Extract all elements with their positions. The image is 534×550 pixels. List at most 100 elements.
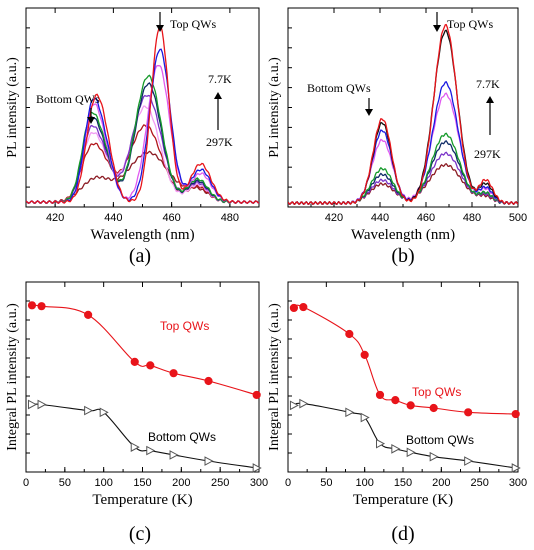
plot-frame xyxy=(25,281,260,473)
bottom-qws-label: Bottom QWs xyxy=(307,81,371,95)
y-axis-label: PL intensity (a.u.) xyxy=(267,57,282,158)
bottom-qws-arrow-head xyxy=(87,117,95,124)
data-point xyxy=(146,361,155,370)
plot-frame xyxy=(287,281,519,473)
data-point xyxy=(360,412,370,423)
panel-d: 0 50 100 150 200 250 300 Temperature (K) Integra… xyxy=(267,281,527,545)
temp-high-label: 7.7K xyxy=(208,72,232,86)
data-point xyxy=(391,444,401,454)
data-point xyxy=(146,445,156,456)
x-tick-label: 300 xyxy=(509,477,527,489)
y-axis-label: Integral PL intensity (a.u.) xyxy=(267,303,282,451)
x-tick-label: 460 xyxy=(162,212,180,224)
x-tick-label: 420 xyxy=(46,212,64,224)
data-point xyxy=(464,456,474,466)
spectrum-line xyxy=(26,25,259,204)
series-label-top: Top QWs xyxy=(412,385,461,399)
data-point xyxy=(406,447,416,458)
series-label-bottom: Bottom QWs xyxy=(148,430,216,444)
temp-high-label: 7.7K xyxy=(476,77,500,91)
x-tick-label: 480 xyxy=(463,212,481,224)
panel-caption: (c) xyxy=(129,523,151,545)
series-group xyxy=(26,25,259,204)
series-line xyxy=(31,403,257,469)
spectrum-line xyxy=(288,29,518,206)
panel-caption: (a) xyxy=(129,245,151,267)
x-axis-label: Temperature (K) xyxy=(353,492,453,508)
x-tick-label: 300 xyxy=(250,477,268,489)
data-point xyxy=(406,401,415,410)
data-point xyxy=(299,302,308,312)
x-tick-label: 460 xyxy=(417,212,435,224)
data-point xyxy=(391,396,400,405)
series-group xyxy=(288,23,518,206)
x-tick-label: 100 xyxy=(94,477,112,489)
data-point xyxy=(252,390,261,400)
x-axis-label: Wavelength (nm) xyxy=(351,227,455,243)
x-tick-label: 250 xyxy=(470,477,488,489)
data-point xyxy=(360,350,369,359)
series-label-bottom: Bottom QWs xyxy=(406,433,474,447)
x-tick-label: 200 xyxy=(172,477,190,489)
series-line xyxy=(31,304,257,396)
panel-b: 420 440 460 480 500 Wavelength (nm) PL intensi… xyxy=(267,7,527,267)
y-axis-label: PL intensity (a.u.) xyxy=(5,57,20,158)
data-point xyxy=(169,369,178,378)
x-tick-label: 480 xyxy=(221,212,239,224)
x-tick-label: 420 xyxy=(325,212,343,224)
data-point xyxy=(130,357,139,366)
data-point xyxy=(204,456,214,466)
plot-frame xyxy=(287,7,519,208)
spectrum-line xyxy=(288,23,518,206)
top-qws-label: Top QWs xyxy=(170,17,216,31)
x-tick-label: 150 xyxy=(394,477,412,489)
panel-c: 0 50 100 150 200 250 300 Temperature (K) Integra… xyxy=(5,281,268,545)
top-qws-label: Top QWs xyxy=(447,17,493,31)
data-point xyxy=(376,438,386,449)
data-point xyxy=(511,409,520,419)
x-tick-label: 500 xyxy=(509,212,527,224)
data-point xyxy=(130,442,140,452)
data-point xyxy=(429,403,438,413)
data-point xyxy=(84,405,94,416)
series-line xyxy=(293,304,516,415)
x-tick-label: 440 xyxy=(371,212,389,224)
data-point xyxy=(169,450,179,460)
data-point xyxy=(429,451,439,462)
panel-caption: (b) xyxy=(391,245,414,267)
x-tick-label: 100 xyxy=(355,477,373,489)
x-tick-label: 250 xyxy=(211,477,229,489)
x-axis-label: Wavelength (nm) xyxy=(90,227,194,243)
data-point xyxy=(84,310,93,319)
y-axis-label: Integral PL intensity (a.u.) xyxy=(5,303,20,451)
data-point xyxy=(511,463,521,473)
x-tick-label: 200 xyxy=(432,477,450,489)
temperature-arrow-head xyxy=(486,96,494,103)
series-label-top: Top QWs xyxy=(160,319,209,333)
data-point xyxy=(289,303,299,313)
panel-a: 420 440 460 480 Wavelength (nm) PL intensity … xyxy=(5,7,260,267)
data-point xyxy=(99,407,109,418)
data-point xyxy=(27,301,37,310)
bottom-qws-label: Bottom QWs xyxy=(36,92,100,106)
data-point xyxy=(204,376,213,386)
data-point xyxy=(37,302,46,311)
data-point xyxy=(345,407,355,418)
data-point xyxy=(375,390,385,400)
top-qws-arrow-head xyxy=(433,25,441,32)
x-tick-label: 150 xyxy=(133,477,151,489)
x-tick-label: 440 xyxy=(104,212,122,224)
x-tick-label: 0 xyxy=(23,477,29,489)
data-point xyxy=(289,400,299,411)
panel-caption: (d) xyxy=(391,523,414,545)
temp-low-label: 297K xyxy=(206,135,233,149)
x-tick-label: 50 xyxy=(320,477,332,489)
data-point xyxy=(27,399,38,410)
top-qws-arrow-head xyxy=(156,25,164,32)
bottom-qws-arrow-head xyxy=(365,109,373,116)
spectrum-line xyxy=(288,81,518,206)
data-point xyxy=(299,398,309,409)
x-tick-label: 50 xyxy=(59,477,71,489)
series-line xyxy=(293,402,516,469)
